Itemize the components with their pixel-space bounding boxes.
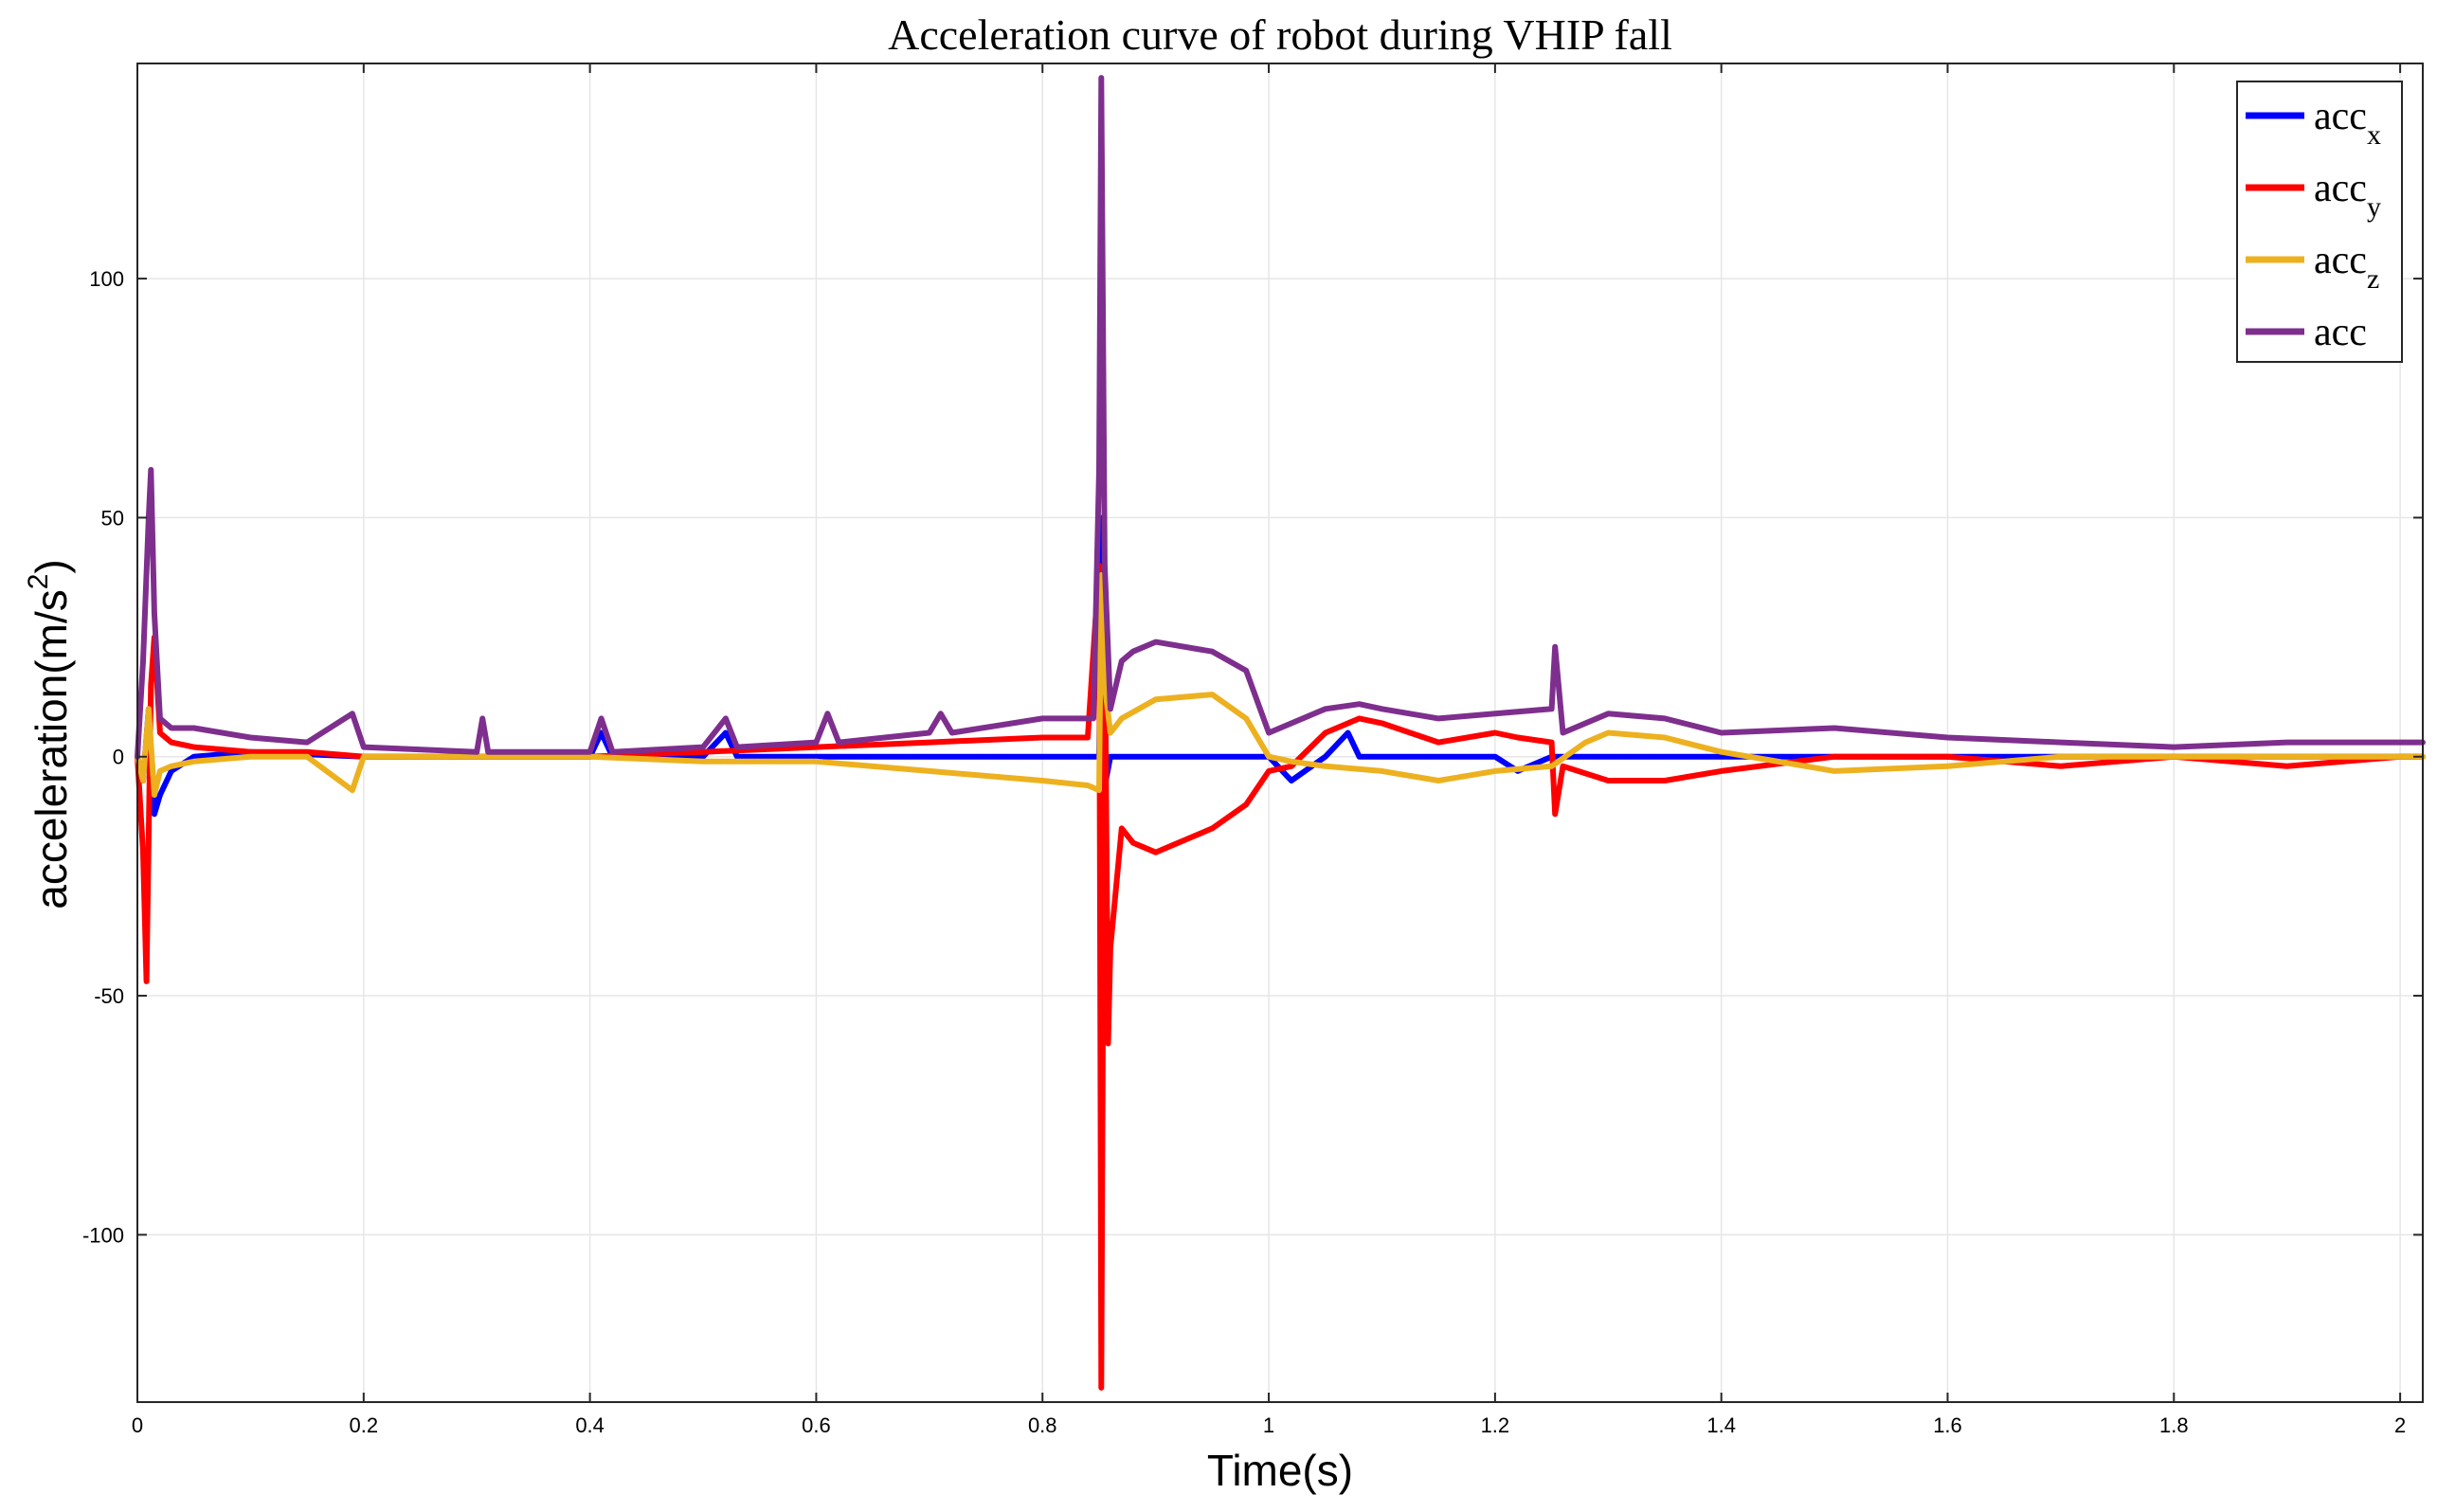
y-tick-label: 100 — [89, 267, 124, 291]
legend-label-acc: acc — [2314, 311, 2367, 354]
y-axis-label-group: acceleration(m/s2) — [23, 559, 76, 909]
legend-label-acc-x: accx — [2314, 95, 2381, 151]
legend-label-subscript: z — [2367, 263, 2379, 295]
y-axis-label-main: acceleration(m/s — [27, 589, 76, 909]
y-tick-label: -100 — [82, 1223, 124, 1247]
legend-label-main: acc — [2314, 167, 2367, 210]
tick-layer: 0 0.2 0.4 0.6 0.8 1 1.2 1.4 1.6 1.8 2 -100 -50 0 50 100 — [82, 63, 2423, 1437]
x-tick-label: 0.6 — [802, 1413, 831, 1437]
plot-area-border — [136, 63, 2424, 1403]
x-axis-label: Time(s) — [1207, 1446, 1353, 1495]
series-line-acc-y — [135, 562, 2426, 1391]
x-tick-label: 0 — [132, 1413, 143, 1437]
series-line-acc-z — [135, 572, 2426, 799]
y-tick-label: 50 — [101, 506, 124, 530]
legend-label-acc-y: accy — [2314, 167, 2381, 223]
legend-label-subscript: x — [2367, 119, 2381, 151]
y-axis-label: acceleration(m/s2) — [23, 559, 76, 909]
x-tick-label: 0.2 — [350, 1413, 379, 1437]
y-tick-label: -50 — [94, 984, 124, 1008]
y-axis-label-superscript: 2 — [23, 574, 54, 590]
chart-title: Acceleration curve of robot during VHIP … — [888, 10, 1672, 59]
x-tick-label: 1.8 — [2159, 1413, 2189, 1437]
x-tick-label: 1.6 — [1933, 1413, 1962, 1437]
x-tick-label: 1.2 — [1481, 1413, 1510, 1437]
legend-label-main: acc — [2314, 311, 2367, 354]
legend-box — [2236, 81, 2403, 363]
series-layer — [135, 75, 2426, 1391]
x-tick-label: 2 — [2394, 1413, 2406, 1437]
legend-label-main: acc — [2314, 95, 2367, 138]
x-tick-label: 1 — [1263, 1413, 1274, 1437]
y-axis-label-close: ) — [27, 559, 76, 573]
legend-label-subscript: y — [2367, 191, 2381, 223]
series-line-acc — [135, 75, 2426, 760]
x-tick-label: 1.4 — [1706, 1413, 1736, 1437]
x-tick-label: 0.4 — [575, 1413, 605, 1437]
x-tick-label: 0.8 — [1028, 1413, 1057, 1437]
legend-label-acc-z: accz — [2314, 239, 2379, 295]
legend-label-main: acc — [2314, 239, 2367, 282]
y-tick-label: 0 — [113, 746, 124, 769]
